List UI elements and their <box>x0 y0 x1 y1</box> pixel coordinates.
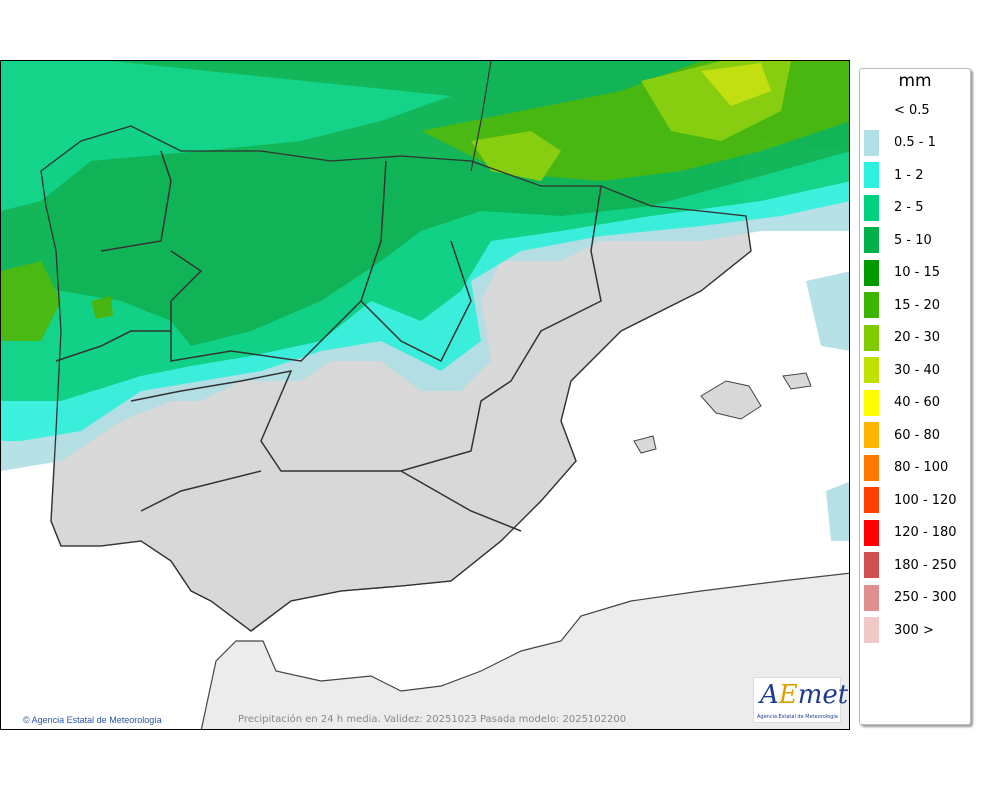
legend-item: 180 - 250 <box>864 552 957 578</box>
region-borders <box>55 150 602 532</box>
legend-swatch <box>864 97 879 123</box>
legend-swatch <box>864 357 879 383</box>
legend-label: 180 - 250 <box>894 557 957 573</box>
legend-swatch <box>864 194 879 221</box>
legend-label: 20 - 30 <box>894 330 941 345</box>
legend-swatch <box>864 617 879 643</box>
credit-text: Agencia Estatal de Meteorología <box>31 715 162 725</box>
legend-item: 30 - 40 <box>864 357 940 383</box>
legend-label: 10 - 15 <box>894 265 941 280</box>
legend-swatch <box>864 162 879 188</box>
legend-swatch <box>864 227 879 253</box>
legend-label: 80 - 100 <box>894 460 949 475</box>
legend-swatch <box>864 519 879 546</box>
legend-label: 40 - 60 <box>894 395 941 410</box>
legend-label: 1 - 2 <box>894 167 924 183</box>
legend-swatch <box>864 584 879 611</box>
legend-label: < 0.5 <box>894 102 930 118</box>
aemet-logo: AEmet Agencia Estatal de Meteorología <box>753 677 848 723</box>
balearic-islands <box>633 372 812 454</box>
legend-item: 20 - 30 <box>864 324 941 351</box>
legend-item: 40 - 60 <box>864 389 941 416</box>
copyright-credit: © Agencia Estatal de Meteorología <box>23 715 162 725</box>
legend-item: 120 - 180 <box>864 519 957 546</box>
legend-label: 250 - 300 <box>894 590 957 605</box>
legend-swatch <box>864 259 879 286</box>
legend-item: 80 - 100 <box>864 454 949 481</box>
legend-swatch <box>864 129 879 156</box>
legend-item: 300 > <box>864 617 934 643</box>
precipitation-map[interactable]: © Agencia Estatal de Meteorología Precip… <box>0 60 850 730</box>
legend-item: 15 - 20 <box>864 292 940 318</box>
legend-item: 5 - 10 <box>864 227 932 253</box>
legend-swatch <box>864 324 879 351</box>
legend-swatch <box>864 487 879 513</box>
precipitation-field <box>1 61 849 541</box>
legend-label: 300 > <box>894 622 934 638</box>
legend-item: 250 - 300 <box>864 584 957 611</box>
legend-swatch <box>864 292 879 318</box>
legend-swatch <box>864 389 879 416</box>
legend: mm < 0.5 0.5 - 1 1 - 2 2 - 5 5 - 10 10 - 15 15… <box>859 68 971 725</box>
legend-label: 30 - 40 <box>894 362 941 378</box>
legend-item: 0.5 - 1 <box>864 129 936 156</box>
legend-swatch <box>864 454 879 481</box>
legend-label: 2 - 5 <box>894 200 924 215</box>
legend-label: 0.5 - 1 <box>894 135 936 150</box>
legend-label: 15 - 20 <box>894 297 941 313</box>
legend-label: 5 - 10 <box>894 232 932 248</box>
legend-item: < 0.5 <box>864 97 930 123</box>
legend-unit: mm <box>898 71 932 91</box>
africa-land <box>200 572 849 729</box>
legend-item: 60 - 80 <box>864 422 940 448</box>
legend-item: 100 - 120 <box>864 487 957 513</box>
legend-swatch <box>864 552 879 578</box>
france-spain-border <box>470 61 492 172</box>
legend-label: 100 - 120 <box>894 492 957 508</box>
map-caption: Precipitación en 24 h media. Validez: 20… <box>238 714 627 725</box>
legend-item: 10 - 15 <box>864 259 941 286</box>
legend-item: 2 - 5 <box>864 194 924 221</box>
legend-item: 1 - 2 <box>864 162 924 188</box>
map-canvas <box>1 61 849 729</box>
legend-label: 120 - 180 <box>894 525 957 540</box>
legend-swatch <box>864 422 879 448</box>
legend-label: 60 - 80 <box>894 427 941 443</box>
